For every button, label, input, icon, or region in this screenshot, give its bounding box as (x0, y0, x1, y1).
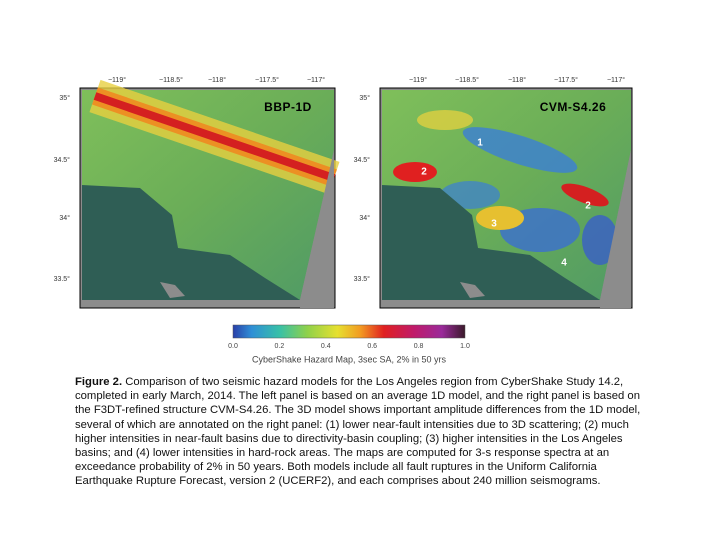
lon-tick-label: −117.5° (255, 76, 279, 84)
lat-tick-label: 34° (359, 214, 370, 222)
lat-tick-label: 34.5° (354, 156, 371, 164)
colorbar-tick-label: 0.0 (228, 343, 238, 350)
lat-tick-label: 33.5° (354, 275, 371, 283)
lat-tick-label: 34° (59, 214, 70, 222)
lon-tick-label: −117.5° (554, 76, 578, 84)
lon-tick-label: −118.5° (159, 76, 183, 84)
annotation: 2 (585, 201, 591, 212)
colorbar-tick-label: 0.6 (367, 343, 377, 350)
colorbar-label: CyberShake Hazard Map, 3sec SA, 2% in 50… (252, 354, 447, 364)
lon-tick-label: −117° (607, 76, 625, 84)
annotation: 2 (421, 167, 427, 178)
lon-tick-label: −118° (508, 76, 526, 84)
annotation: 1 (477, 138, 483, 149)
map-left (79, 79, 340, 309)
lon-tick-label: −119° (409, 76, 427, 84)
colorbar-tick-label: 0.2 (275, 343, 285, 350)
caption-label: Figure 2. (75, 376, 123, 388)
caption: Figure 2. Comparison of two seismic haza… (75, 375, 645, 489)
panel-title: BBP-1D (264, 100, 312, 114)
panel-title: CVM-S4.26 (540, 100, 607, 114)
map-right (379, 87, 633, 309)
lat-tick-label: 35° (359, 94, 370, 102)
lat-tick-label: 35° (59, 94, 70, 102)
lon-tick-label: −118.5° (455, 76, 479, 84)
figure: CyberShake Hazard Map, 3sec SA, 2% in 50… (54, 76, 633, 364)
lat-tick-label: 33.5° (54, 275, 71, 283)
caption-text: Comparison of two seismic hazard models … (75, 376, 641, 488)
colorbar-tick-label: 0.4 (321, 343, 331, 350)
annotation: 3 (491, 219, 497, 230)
lon-tick-label: −118° (208, 76, 226, 84)
lon-tick-label: −119° (108, 76, 126, 84)
lon-tick-label: −117° (307, 76, 325, 84)
colorbar-tick-label: 0.8 (414, 343, 424, 350)
colorbar-tick-label: 1.0 (460, 343, 470, 350)
annotation: 4 (561, 258, 567, 269)
lat-tick-label: 34.5° (54, 156, 71, 164)
colorbar (232, 324, 466, 339)
